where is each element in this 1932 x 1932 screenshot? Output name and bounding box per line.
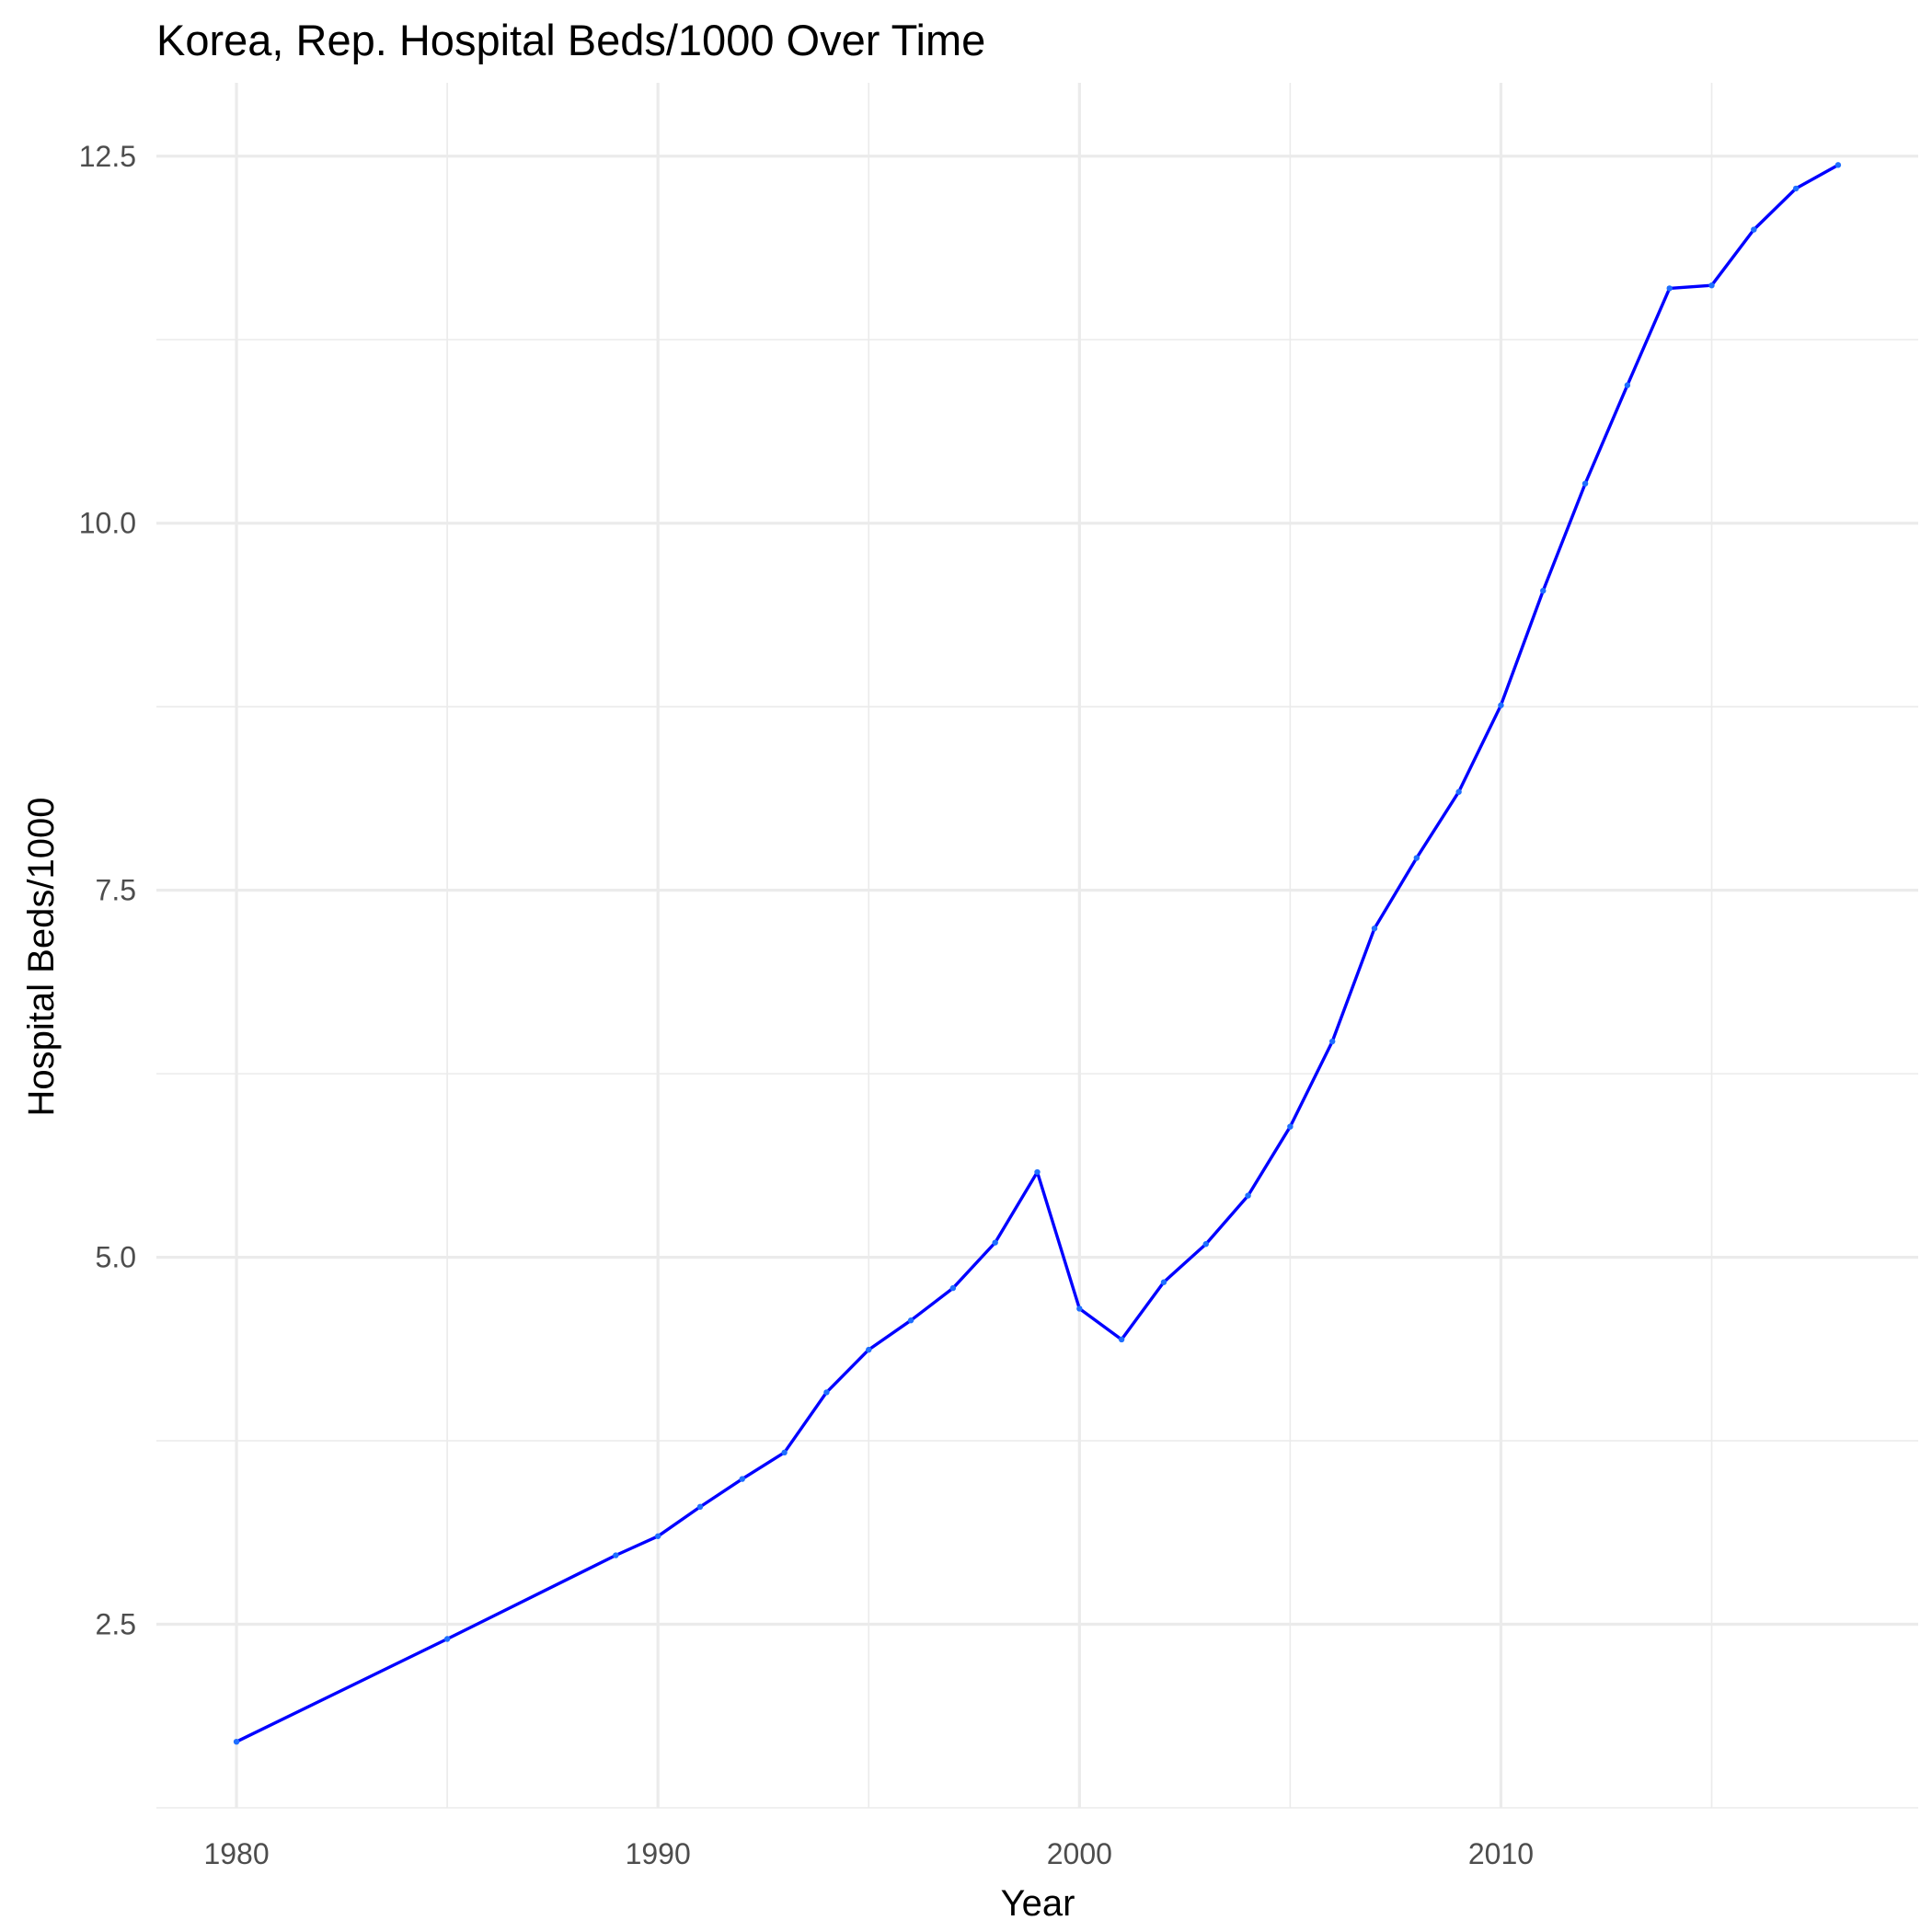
data-point: [1034, 1168, 1041, 1176]
data-point: [1792, 185, 1800, 192]
y-tick-label: 7.5: [96, 874, 136, 907]
data-point: [823, 1389, 830, 1396]
x-axis-tick-labels: 1980 1990 2000 2010: [203, 1837, 1534, 1870]
data-point: [1076, 1305, 1083, 1312]
y-tick-label: 2.5: [96, 1608, 136, 1641]
x-tick-label: 1990: [626, 1837, 691, 1870]
data-point: [1118, 1336, 1125, 1343]
data-point: [1202, 1241, 1209, 1248]
chart-title: Korea, Rep. Hospital Beds/1000 Over Time: [156, 16, 985, 64]
y-tick-label: 5.0: [96, 1241, 136, 1274]
data-point: [1751, 226, 1757, 233]
data-point: [1328, 1038, 1336, 1045]
x-axis-title: Year: [1001, 1883, 1075, 1924]
data-point: [1708, 282, 1715, 289]
data-point: [1413, 855, 1420, 861]
data-point: [739, 1476, 746, 1482]
data-point: [949, 1284, 957, 1292]
data-point: [1581, 480, 1589, 487]
data-point: [443, 1636, 451, 1642]
data-point: [781, 1449, 788, 1456]
series-line: [235, 163, 1840, 1743]
data-point: [233, 1738, 240, 1745]
series-layer: [233, 162, 1842, 1745]
data-point: [1287, 1123, 1294, 1130]
data-point: [866, 1346, 872, 1353]
major-gridlines: [156, 83, 1918, 1808]
data-point: [1498, 702, 1504, 708]
data-point: [613, 1552, 619, 1558]
y-tick-label: 10.0: [79, 507, 136, 540]
y-axis-tick-labels: 2.5 5.0 7.5 10.0 12.5: [79, 140, 136, 1641]
data-point: [1540, 587, 1547, 594]
data-point: [907, 1317, 914, 1324]
data-point: [1371, 925, 1378, 932]
data-point: [696, 1503, 704, 1511]
data-point: [1666, 285, 1673, 292]
x-tick-label: 2010: [1468, 1837, 1534, 1870]
data-point: [1245, 1192, 1251, 1199]
y-tick-label: 12.5: [79, 140, 136, 173]
data-point: [654, 1533, 661, 1539]
data-point: [992, 1239, 998, 1246]
y-axis-title: Hospital Beds/1000: [21, 798, 62, 1117]
data-point: [1624, 382, 1631, 388]
data-point: [1160, 1279, 1167, 1285]
minor-gridlines: [156, 83, 1918, 1809]
x-tick-label: 1980: [203, 1837, 269, 1870]
data-point: [1455, 788, 1462, 795]
x-tick-label: 2000: [1047, 1837, 1112, 1870]
data-point: [1834, 162, 1842, 168]
